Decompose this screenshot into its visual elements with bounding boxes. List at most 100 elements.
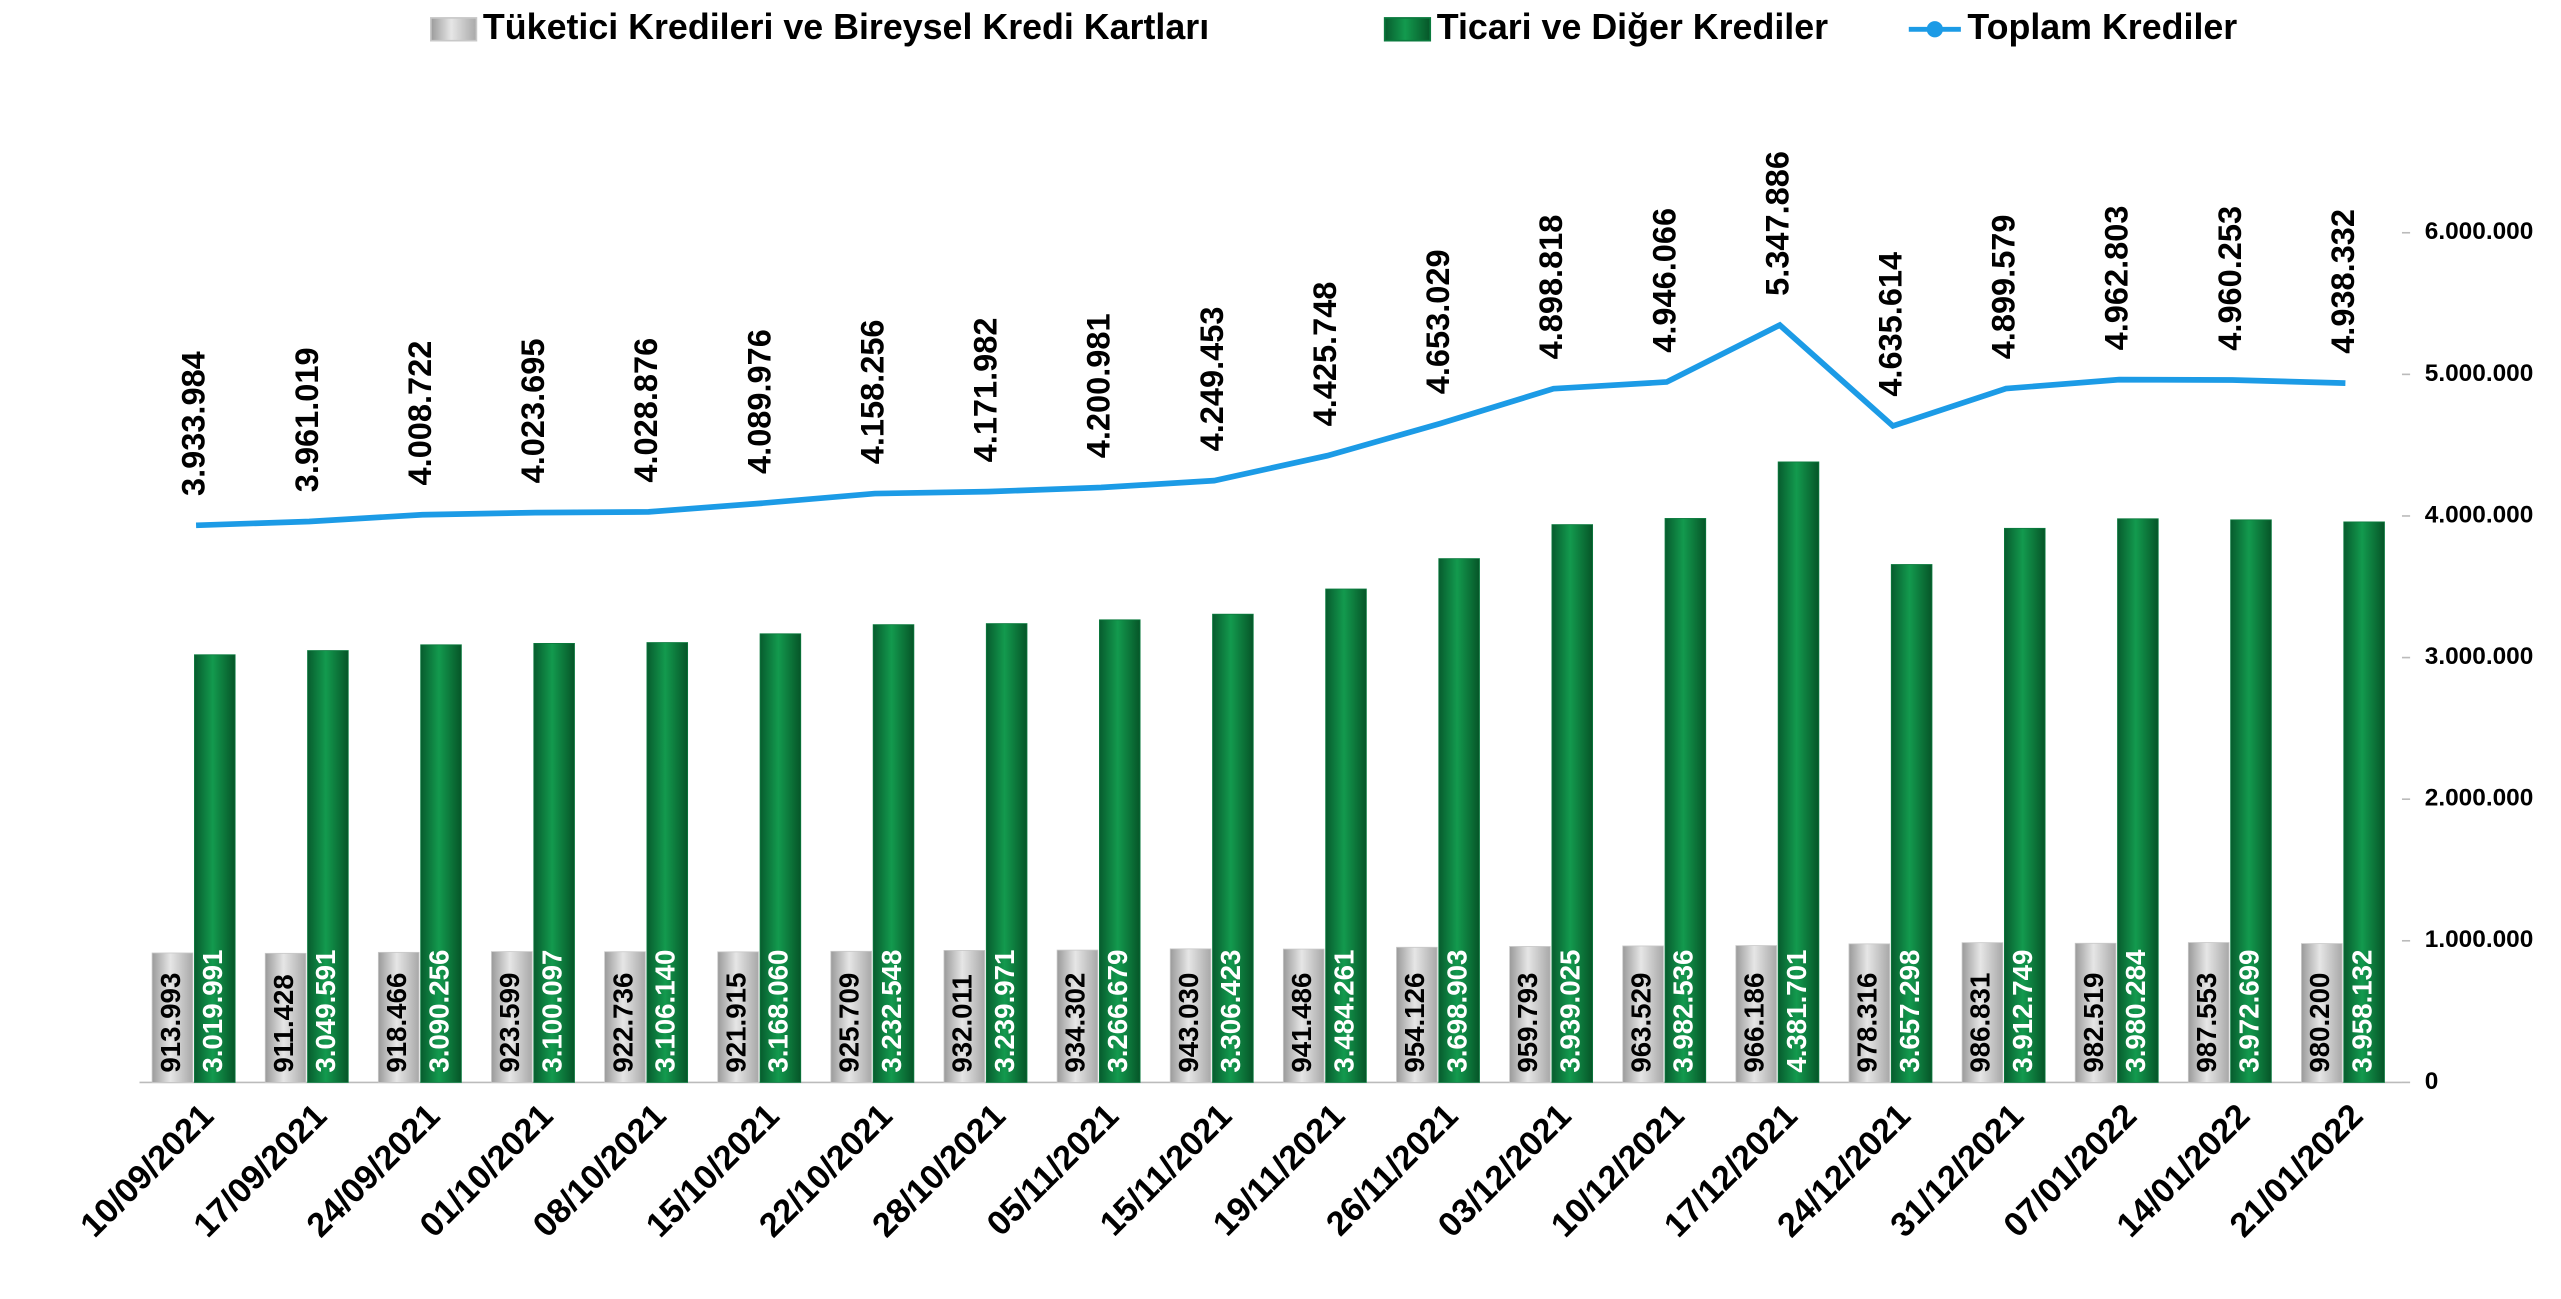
y-tick-label: 4.000.000 — [2425, 501, 2534, 528]
value-label: 3.239.971 — [989, 950, 1020, 1073]
value-label: 4.171.982 — [968, 318, 1004, 463]
y-tick-label: 3.000.000 — [2425, 643, 2534, 670]
value-label: 4.425.748 — [1307, 282, 1343, 427]
legend-marker — [1926, 21, 1943, 38]
value-label: 918.466 — [381, 973, 412, 1073]
bar — [2343, 521, 2385, 1083]
bar — [1212, 613, 1254, 1083]
value-label: 4.008.722 — [402, 341, 438, 486]
value-label: 4.023.695 — [515, 339, 551, 484]
value-label: 978.316 — [1852, 973, 1883, 1073]
y-tick-label: 0 — [2425, 1068, 2439, 1095]
bar — [2230, 519, 2272, 1083]
value-label: 986.831 — [1965, 973, 1996, 1073]
value-label: 921.915 — [720, 973, 751, 1073]
legend-label: Tüketici Kredileri ve Bireysel Kredi Kar… — [483, 7, 1209, 47]
value-label: 3.100.097 — [536, 950, 567, 1073]
y-tick-label: 2.000.000 — [2425, 785, 2534, 812]
value-label: 954.126 — [1399, 973, 1430, 1073]
bar — [1099, 619, 1141, 1083]
value-label: 966.186 — [1739, 973, 1770, 1073]
value-label: 3.939.025 — [1555, 950, 1586, 1073]
bar — [377, 951, 420, 1083]
value-label: 4.960.253 — [2212, 206, 2248, 351]
value-label: 3.657.298 — [1894, 950, 1925, 1073]
value-label: 3.232.548 — [876, 950, 907, 1073]
value-label: 3.933.984 — [176, 351, 212, 496]
value-label: 963.529 — [1625, 973, 1656, 1073]
bar — [1961, 942, 2004, 1083]
y-tick-label: 6.000.000 — [2425, 218, 2534, 245]
bar — [2187, 942, 2230, 1083]
legend-label: Ticari ve Diğer Krediler — [1437, 7, 1828, 47]
bar — [1664, 518, 1707, 1083]
value-label: 3.019.991 — [197, 950, 228, 1073]
bar — [420, 644, 462, 1083]
value-label: 4.158.256 — [854, 319, 890, 464]
bar — [1622, 945, 1664, 1083]
value-label: 3.106.140 — [650, 950, 681, 1073]
bar — [1735, 945, 1777, 1083]
value-label: 987.553 — [2191, 973, 2222, 1073]
y-tick-label: 5.000.000 — [2425, 360, 2534, 387]
value-label: 4.899.579 — [1986, 214, 2022, 359]
value-label: 3.698.903 — [1441, 950, 1472, 1073]
bar — [1777, 461, 1820, 1083]
value-label: 3.958.132 — [2346, 950, 2377, 1073]
value-label: 959.793 — [1512, 973, 1543, 1073]
bar — [717, 951, 759, 1083]
y-tick-label: 1.000.000 — [2425, 926, 2534, 953]
bar — [985, 623, 1028, 1083]
bar — [264, 952, 307, 1083]
value-label: 3.982.536 — [1668, 950, 1699, 1073]
value-label: 913.993 — [155, 973, 186, 1073]
bar — [1396, 946, 1438, 1083]
bar — [830, 950, 872, 1083]
bar — [872, 624, 915, 1083]
value-label: 4.200.981 — [1081, 313, 1117, 458]
value-label: 4.381.701 — [1781, 950, 1812, 1073]
value-label: 3.306.423 — [1215, 950, 1246, 1073]
value-label: 4.946.066 — [1646, 208, 1682, 353]
bar — [1509, 946, 1551, 1083]
bar — [943, 950, 986, 1083]
value-label: 4.028.876 — [628, 338, 664, 483]
value-label: 4.898.818 — [1533, 215, 1569, 360]
value-label: 4.249.453 — [1194, 307, 1230, 452]
value-label: 4.653.029 — [1420, 249, 1456, 394]
value-label: 3.484.261 — [1328, 950, 1359, 1073]
legend-swatch — [1383, 17, 1432, 42]
bar — [2117, 518, 2159, 1083]
value-label: 980.200 — [2304, 973, 2335, 1073]
value-label: 3.912.749 — [2007, 950, 2038, 1073]
bar — [1890, 564, 1933, 1083]
value-label: 923.599 — [494, 973, 525, 1073]
bar — [307, 650, 349, 1083]
bar — [194, 654, 236, 1083]
bar — [1848, 943, 1891, 1083]
bar — [491, 951, 533, 1083]
bar — [533, 642, 575, 1083]
value-label: 4.938.332 — [2325, 209, 2361, 354]
value-label: 982.519 — [2078, 973, 2109, 1073]
value-label: 941.486 — [1286, 973, 1317, 1073]
bar — [2004, 527, 2046, 1083]
value-label: 932.011 — [947, 974, 978, 1072]
bar — [1169, 948, 1212, 1083]
bar — [1551, 524, 1594, 1083]
line — [195, 321, 2346, 529]
value-label: 4.089.976 — [741, 329, 777, 474]
value-label: 943.030 — [1173, 973, 1204, 1073]
legend-swatch — [430, 17, 478, 42]
value-label: 934.302 — [1060, 973, 1091, 1073]
bar — [1282, 948, 1325, 1083]
value-label: 3.980.284 — [2120, 949, 2151, 1073]
bar — [759, 633, 802, 1083]
value-label: 3.090.256 — [423, 950, 454, 1073]
value-label: 3.961.019 — [289, 347, 325, 492]
value-label: 5.347.886 — [1759, 151, 1795, 296]
value-label: 4.962.803 — [2099, 206, 2135, 351]
bar — [646, 642, 689, 1083]
value-label: 4.635.614 — [1873, 252, 1909, 397]
